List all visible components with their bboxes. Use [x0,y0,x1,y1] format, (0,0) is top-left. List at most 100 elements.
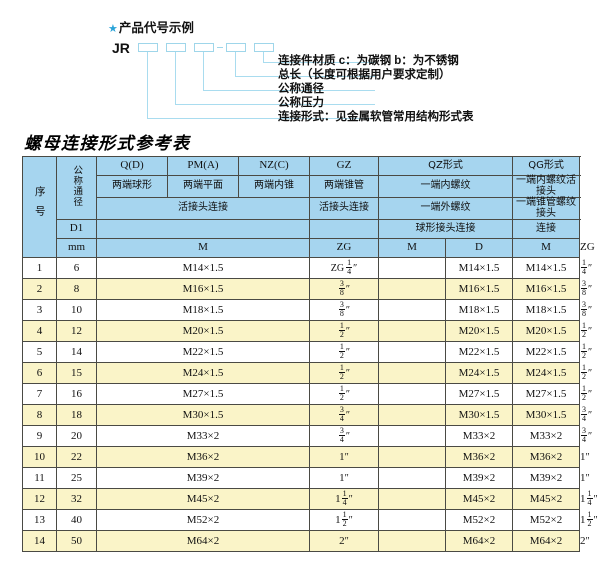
cell-zg-gz: 1 2 ″ [309,383,379,405]
inch-mark: ″ [345,368,351,380]
whole-number: 1 [335,514,341,526]
cell-m-qg: M27×1.5 [512,383,581,405]
inch-mark: ″ [348,493,353,505]
cell-m-qz [378,404,446,426]
cell-zg-gz: 1 2 ″ [309,341,379,363]
header-unit-m-qdpmnz: M [96,238,310,258]
zg-value: 1 1 4 ″ [335,489,353,509]
cell-nominal-bore: 10 [56,299,97,321]
inch-mark: ″ [593,514,598,526]
code-box-2[interactable] [166,43,186,52]
leader-line-3-vertical [203,52,205,91]
cell-zg-gz: 1 1 4 ″ [309,488,379,510]
fraction-numerator: 1 [582,258,587,268]
table-row: 6 15 M24×1.5 1 2 ″ M24×1.5 M24×1.5 1 2 ″ [22,362,592,384]
fraction-denominator: 8 [338,309,345,319]
header-blank-qdpmnz [96,219,310,239]
code-box-1[interactable] [138,43,158,52]
code-desc-material: 连接件材质 c：为碳钢 b：为不锈钢 [278,55,459,67]
inch-mark: ″ [345,305,351,317]
cell-d-qz: M52×2 [444,509,514,531]
cell-d-qz: M27×1.5 [444,383,514,405]
inch-mark: ″ [344,472,349,484]
cell-thread-m-qdpmnz: M27×1.5 [96,383,310,405]
fraction-numerator: 3 [582,426,587,436]
cell-seq: 12 [22,488,57,510]
zg-value: 3 8 ″ [338,280,350,300]
zg-value: 1 2 ″ [580,385,592,405]
header-ball-joint-qz: 球形接头连接 [377,219,514,239]
cell-d-qz: M24×1.5 [444,362,514,384]
fraction-numerator: 1 [582,321,587,331]
header-unit-zg-gz: ZG [309,238,379,258]
cell-d-qz: M20×1.5 [444,320,514,342]
fraction-denominator: 4 [581,267,588,277]
cell-d-qz: M14×1.5 [444,257,514,279]
inch-mark: ″ [588,305,593,317]
fraction-numerator: 3 [582,405,587,415]
cell-nominal-bore: 6 [56,257,97,279]
nut-connection-table-wrapper: 序号 公称通径 Q(D) PM(A) NZ(C) GZ QZ形式 QG形式 两端… [22,156,598,552]
whole-number: 1 [335,493,341,505]
cell-thread-m-qdpmnz: M33×2 [96,425,310,447]
inch-mark: ″ [353,262,358,274]
zg-value: 1 2 ″ [338,364,350,384]
cell-m-qz [378,278,446,300]
whole-number: 1 [580,493,586,505]
fraction-denominator: 2 [586,518,593,528]
cell-thread-m-qdpmnz: M24×1.5 [96,362,310,384]
table-header-row-desc1: 两端球形 两端平面 两端内锥 两端锥管 一端内螺纹 一端内螺纹活接头 [23,175,581,198]
cell-m-qg: M33×2 [512,425,581,447]
fraction-numerator: 1 [347,257,352,267]
fraction-numerator: 3 [339,300,344,310]
inch-mark: ″ [588,368,593,380]
header-group-pm: PM(A) [167,156,239,176]
page-title: 螺母连接形式参考表 [24,134,191,153]
code-box-5[interactable] [254,43,274,52]
cell-thread-m-qdpmnz: M36×2 [96,446,310,468]
table-row: 8 18 M30×1.5 3 4 ″ M30×1.5 M30×1.5 3 4 ″ [22,404,592,426]
header-desc-qz: 一端内螺纹 [377,175,514,198]
leader-line-4-horizontal [235,76,375,78]
cell-thread-m-qdpmnz: M22×1.5 [96,341,310,363]
cell-zg-gz: 3 4 ″ [309,425,379,447]
leader-line-2-horizontal [175,104,375,106]
fraction-denominator: 2 [581,351,588,361]
cell-m-qz [378,320,446,342]
header-nominal-bore: 公称通径 [56,156,97,220]
cell-m-qg: M14×1.5 [512,257,581,279]
leader-line-1-horizontal [147,118,375,120]
zg-value: 1 1 2 ″ [580,510,598,530]
cell-zg-gz: 1 2 ″ [309,362,379,384]
cell-thread-m-qdpmnz: M52×2 [96,509,310,531]
cell-seq: 9 [22,425,57,447]
code-box-3[interactable] [194,43,214,52]
header-connect-qdpmnz: 活接头连接 [96,197,310,220]
header-desc-nz: 两端内锥 [238,175,310,198]
inch-mark: ″ [588,263,593,275]
leader-line-1-vertical [147,52,149,119]
fraction-numerator: 3 [582,300,587,310]
header-connect-gz: 活接头连接 [309,197,379,220]
code-box-4[interactable] [226,43,246,52]
fraction-denominator: 2 [338,372,345,382]
cell-m-qz [378,257,446,279]
table-row: 3 10 M18×1.5 3 8 ″ M18×1.5 M18×1.5 3 8 ″ [22,299,592,321]
table-body: 1 6 M14×1.5 ZG 1 4 ″ M14×1.5 M14×1.5 1 4 ″ 2 8 M16×1.5… [22,257,598,552]
fraction-numerator: 1 [339,321,344,331]
zg-value: 2 ″ [339,531,349,551]
zg-value: 3 4 ″ [338,406,350,426]
fraction-numerator: 1 [342,509,347,519]
cell-zg-gz: 3 8 ″ [309,278,379,300]
cell-nominal-bore: 12 [56,320,97,342]
cell-seq: 6 [22,362,57,384]
